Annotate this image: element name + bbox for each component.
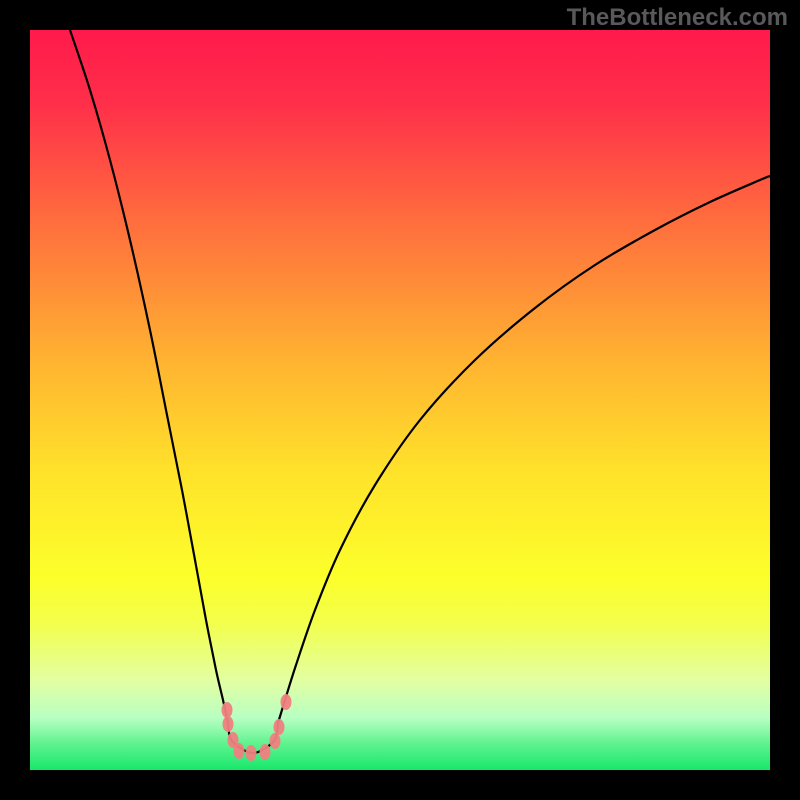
gradient-background (30, 30, 770, 770)
plot-area (30, 30, 770, 770)
data-marker (222, 702, 233, 718)
chart-container: TheBottleneck.com (0, 0, 800, 800)
data-marker (281, 694, 292, 710)
data-marker (223, 716, 234, 732)
data-marker (270, 733, 281, 749)
data-marker (234, 743, 245, 759)
data-marker (274, 719, 285, 735)
data-marker (260, 744, 271, 760)
watermark-text: TheBottleneck.com (567, 4, 788, 32)
data-marker (246, 745, 257, 761)
chart-svg (30, 30, 770, 770)
